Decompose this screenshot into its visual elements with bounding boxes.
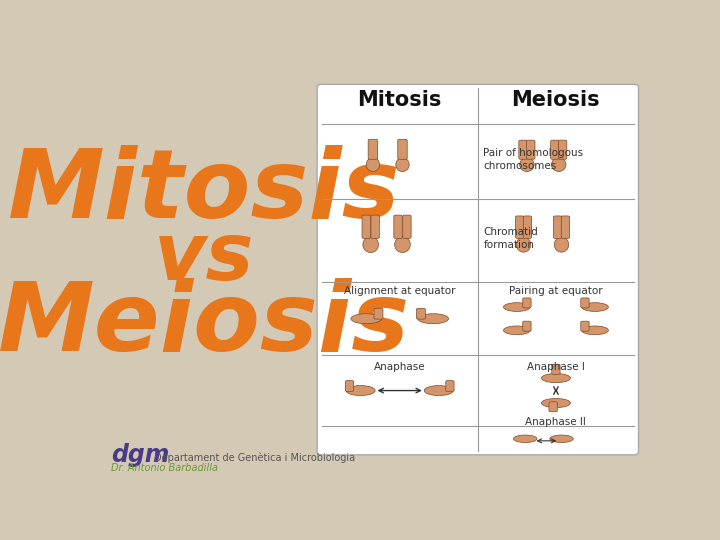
- FancyBboxPatch shape: [362, 215, 370, 238]
- FancyBboxPatch shape: [523, 216, 531, 238]
- FancyBboxPatch shape: [371, 215, 379, 238]
- FancyBboxPatch shape: [446, 381, 454, 392]
- Ellipse shape: [395, 237, 410, 253]
- FancyBboxPatch shape: [394, 215, 402, 238]
- Ellipse shape: [554, 237, 569, 252]
- Ellipse shape: [396, 158, 409, 172]
- FancyBboxPatch shape: [549, 402, 557, 412]
- Ellipse shape: [346, 386, 375, 395]
- FancyBboxPatch shape: [416, 308, 426, 319]
- Text: vs: vs: [154, 219, 255, 297]
- FancyBboxPatch shape: [559, 140, 567, 159]
- FancyBboxPatch shape: [561, 216, 570, 238]
- FancyBboxPatch shape: [526, 140, 535, 159]
- Text: dgm: dgm: [111, 443, 170, 467]
- Ellipse shape: [582, 303, 608, 312]
- Text: Alignment at equator: Alignment at equator: [344, 286, 456, 296]
- Ellipse shape: [552, 158, 566, 172]
- Ellipse shape: [418, 314, 449, 323]
- FancyBboxPatch shape: [581, 298, 589, 308]
- FancyBboxPatch shape: [516, 216, 524, 238]
- FancyBboxPatch shape: [519, 140, 527, 159]
- FancyBboxPatch shape: [317, 84, 639, 455]
- FancyBboxPatch shape: [581, 321, 589, 331]
- Ellipse shape: [351, 314, 382, 323]
- Text: Anaphase: Anaphase: [374, 362, 426, 372]
- Ellipse shape: [503, 303, 530, 312]
- Ellipse shape: [582, 326, 608, 335]
- Ellipse shape: [513, 435, 537, 442]
- Text: Anaphase I: Anaphase I: [527, 362, 585, 372]
- Ellipse shape: [424, 386, 454, 395]
- FancyBboxPatch shape: [552, 364, 560, 374]
- FancyBboxPatch shape: [523, 298, 531, 308]
- FancyBboxPatch shape: [397, 139, 408, 159]
- FancyBboxPatch shape: [374, 308, 383, 319]
- Ellipse shape: [503, 326, 530, 335]
- FancyBboxPatch shape: [551, 140, 559, 159]
- FancyBboxPatch shape: [368, 139, 378, 159]
- Text: Dr. Antonio Barbadilla: Dr. Antonio Barbadilla: [111, 463, 218, 473]
- Text: Pair of homologous
chromosomes: Pair of homologous chromosomes: [483, 148, 583, 171]
- Ellipse shape: [541, 374, 570, 383]
- Text: Departament de Genètica i Microbiologia: Departament de Genètica i Microbiologia: [154, 453, 355, 463]
- FancyBboxPatch shape: [554, 216, 562, 238]
- Ellipse shape: [541, 399, 570, 408]
- Text: Pairing at equator: Pairing at equator: [509, 286, 603, 296]
- Ellipse shape: [520, 158, 534, 172]
- Ellipse shape: [363, 237, 379, 253]
- Text: Meiosis: Meiosis: [0, 278, 410, 371]
- Text: Anaphase II: Anaphase II: [526, 417, 586, 427]
- Text: Chromatid
formation: Chromatid formation: [483, 227, 538, 250]
- Ellipse shape: [516, 237, 531, 252]
- Text: Mitosis: Mitosis: [358, 90, 442, 110]
- Text: Mitosis: Mitosis: [8, 145, 401, 238]
- Text: Meiosis: Meiosis: [512, 90, 600, 110]
- Ellipse shape: [366, 158, 379, 172]
- FancyBboxPatch shape: [402, 215, 411, 238]
- Ellipse shape: [550, 435, 573, 442]
- FancyBboxPatch shape: [346, 381, 354, 392]
- FancyBboxPatch shape: [523, 321, 531, 331]
